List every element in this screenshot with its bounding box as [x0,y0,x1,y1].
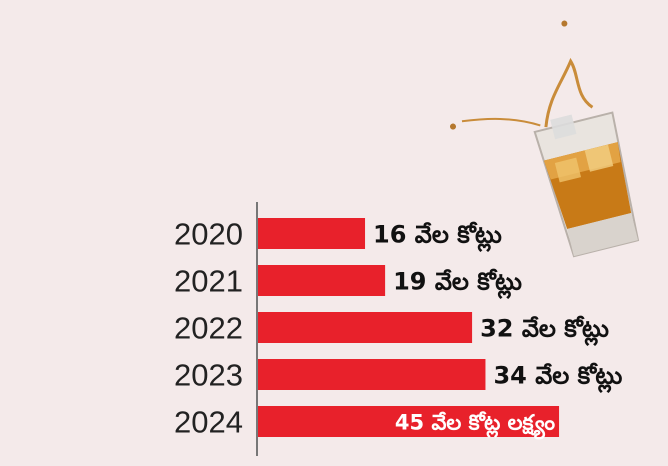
value-label: 19 వేల కోట్లు [393,268,522,300]
bar [258,406,560,437]
y-tick-label: 2023 [174,358,243,393]
whisky-glass-illustration [450,20,640,258]
value-label: 32 వేల కోట్లు [480,315,609,347]
bar [258,359,486,390]
bar [258,312,473,343]
y-tick-label: 2020 [174,217,243,252]
bar [258,265,386,296]
bar [258,218,366,249]
y-tick-label: 2024 [174,405,243,440]
y-tick-label: 2022 [174,311,243,346]
y-tick-label: 2021 [174,264,243,299]
value-label: 34 వేల కోట్లు [493,362,622,394]
value-label: 16 వేల కోట్లు [373,221,502,253]
